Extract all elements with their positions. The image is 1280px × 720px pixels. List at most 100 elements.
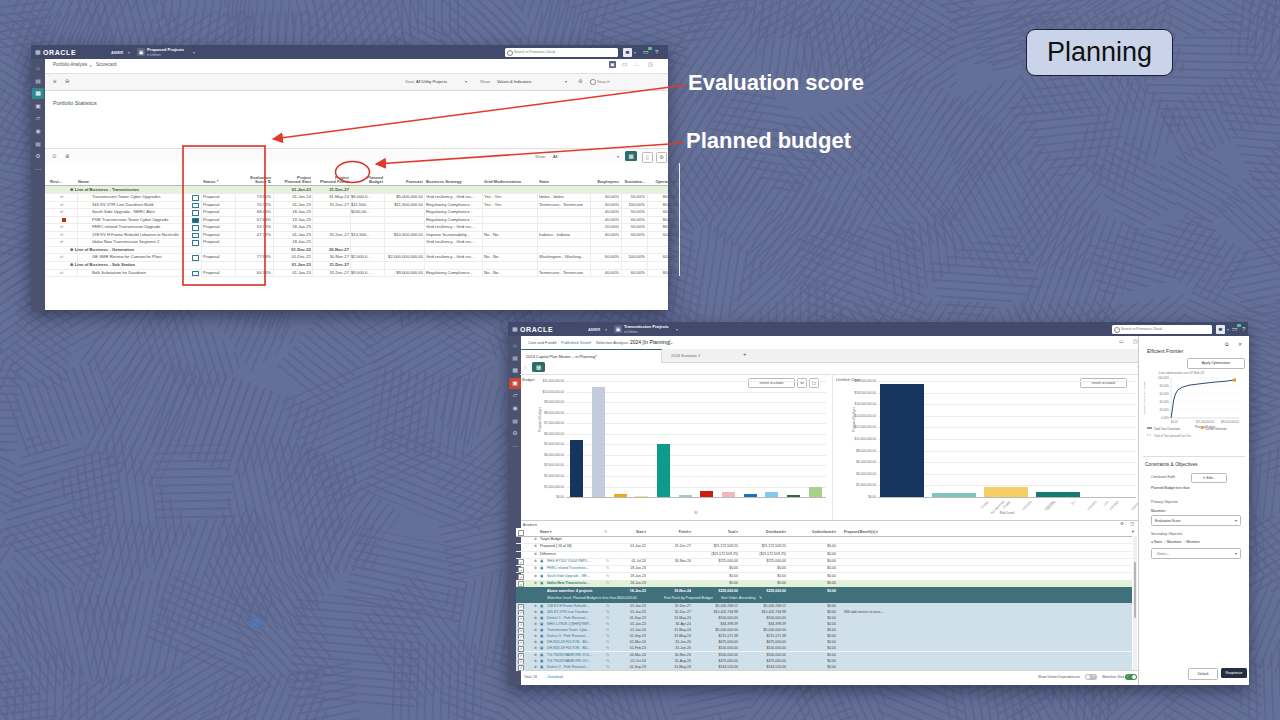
sidebar-item-reports[interactable]: ▤ (32, 139, 44, 150)
bar-IDOT021[interactable] (744, 494, 757, 497)
global-search-input[interactable]: Search in Primavera Cloud... (1112, 325, 1212, 334)
fullscreen-icon[interactable]: ◳ (648, 61, 653, 67)
actions-menu[interactable]: Actions ▾ (523, 523, 537, 527)
user-caret-icon[interactable]: ▾ (1227, 327, 1229, 332)
view-value[interactable]: All Utility Projects (416, 79, 447, 84)
waterline-toggle-on[interactable]: ✓ (1125, 674, 1137, 680)
breadcrumb-level2[interactable]: Published Views (561, 340, 590, 345)
project-name-link[interactable]: PGE Transmission Tower Cyber Upgrade (92, 216, 190, 224)
refresh-icon[interactable]: ○ (524, 364, 527, 370)
tab-active[interactable]: 2024 Capital Plan Master – in Planning* (521, 349, 662, 363)
project-name-link[interactable]: Idaho New Transmission Segment 2 (92, 238, 190, 246)
breadcrumb-level1[interactable]: Cost and Funds (528, 340, 556, 345)
tools-icon[interactable]: ⚙ (656, 152, 667, 163)
project-name-link[interactable]: Bulk Substation for Davidson (92, 269, 190, 277)
column-header-emp[interactable]: Employees (592, 180, 619, 185)
show-caret-icon[interactable]: ▾ (565, 79, 567, 84)
bar-Very Low[interactable] (932, 493, 976, 497)
select-all-checkbox[interactable] (518, 530, 524, 536)
bar-IDOT045[interactable] (700, 491, 713, 497)
sidebar-item-portfolios[interactable]: ▣ (32, 101, 44, 112)
show-value[interactable]: Values & Indicators (497, 79, 531, 84)
save-view-icon[interactable]: ⊎ (53, 78, 57, 84)
column-header-ops[interactable]: Operations (648, 180, 677, 185)
context-icon[interactable]: ▣ (614, 325, 622, 333)
bar-IDOT034[interactable] (765, 492, 778, 497)
region-selector[interactable]: AMER (111, 50, 123, 55)
table-row[interactable]: ⇄Bulk Substation for DavidsonProposal60.… (45, 269, 668, 278)
bar-IDOT100[interactable] (787, 495, 800, 497)
comment-icon[interactable]: ▭ (1119, 338, 1124, 344)
bar-TRM0A[interactable] (592, 387, 605, 497)
add-tab-button[interactable]: + (743, 351, 747, 357)
column-header-total[interactable]: Total ▾ (688, 530, 738, 534)
context-title[interactable]: Proposed Projects (147, 47, 184, 52)
sidebar-item-home[interactable]: ⌂ (32, 63, 44, 74)
bar-IDOT072[interactable] (614, 494, 627, 497)
column-header-status[interactable]: Status * (203, 180, 233, 185)
bar-TFI[interactable] (657, 444, 670, 497)
bookmark-icon[interactable]: ▣ (609, 61, 616, 68)
context-caret-icon[interactable]: ▾ (676, 327, 678, 332)
table-expand-icon[interactable]: ◳ (1130, 521, 1134, 526)
plan-title[interactable]: 2024 [In Planning] (630, 339, 670, 345)
breadcrumb-level3[interactable]: Selection Analysis (596, 340, 628, 345)
tab-scenario[interactable]: 2024 Scenario 1 (671, 353, 700, 358)
context-icon[interactable]: ▣ (137, 48, 145, 56)
copy-icon[interactable]: ▯ (642, 152, 653, 163)
column-header-forecast[interactable]: Forecast (383, 180, 423, 185)
app-grid-icon[interactable]: ▦ (512, 326, 518, 332)
breadcrumb-level2[interactable]: Scorecard (96, 62, 117, 67)
popout-icon[interactable]: ⧉ (1225, 341, 1229, 348)
edit-constraint-button[interactable]: ✎ Edit... (1191, 473, 1227, 483)
bar-TRM4A[interactable] (570, 440, 583, 497)
print-icon[interactable]: ⊖ (65, 78, 70, 84)
chart1-wrench-icon[interactable]: ⚙ (797, 378, 807, 388)
download-link[interactable]: ↓ Download (545, 675, 563, 679)
default-button[interactable]: Default (1188, 668, 1218, 680)
bar-Medium[interactable] (1036, 492, 1080, 497)
column-header-start[interactable]: Start ▾ (616, 530, 646, 534)
unmet-toggle-off[interactable]: ✕ (1085, 674, 1097, 680)
user-caret-icon[interactable]: ▾ (634, 50, 636, 55)
secondary-radios[interactable]: ● None ○ Maximize ○ Minimize (1151, 540, 1200, 544)
sidebar-item-files[interactable]: ▱ (32, 113, 44, 124)
bar-IDOT105[interactable] (809, 487, 822, 498)
context-caret-icon[interactable]: ▾ (193, 50, 195, 55)
table-scrollbar[interactable] (1133, 536, 1137, 670)
bar-Low[interactable] (984, 487, 1028, 497)
column-header-start[interactable]: Project Planned Start (276, 176, 311, 185)
sidebar-item-analytics[interactable]: ▦ (32, 88, 44, 99)
column-header-budget[interactable]: Planned Budget (351, 176, 383, 185)
bar-IDOT044[interactable] (722, 492, 735, 497)
breadcrumb-level1[interactable]: Portfolio Analysis (53, 62, 87, 67)
refresh-icon[interactable]: ⊕ (65, 153, 70, 159)
column-header-sus[interactable]: Sustaina... (622, 180, 645, 185)
column-header-strategy[interactable]: Business Strategy (426, 180, 481, 185)
project-name-link[interactable]: 345 KV XTR Line Davidson Build (92, 201, 190, 209)
secondary-objective-select[interactable]: --Select-- ▾ (1151, 548, 1241, 559)
sidebar-item-more[interactable]: ⋯ (32, 164, 44, 175)
grid-show-caret-icon[interactable]: ▾ (617, 154, 619, 159)
column-header-name[interactable]: Name ▾ (540, 530, 600, 534)
context-title[interactable]: Transmission Projects (624, 324, 669, 329)
column-header-devi[interactable]: Revi... (50, 180, 74, 185)
help-icon[interactable]: ? (1242, 325, 1245, 334)
grid-show-value[interactable]: All (553, 154, 557, 159)
table-search[interactable]: Search (597, 79, 610, 84)
project-name-link[interactable]: 138 KV H Frame Rebuild Lebanon to Nashvi… (92, 231, 190, 239)
help-icon[interactable]: ? (655, 48, 658, 57)
chart1-expand-icon[interactable]: ◳ (809, 378, 819, 388)
sidebar-item-workspaces[interactable]: ▤ (509, 353, 521, 364)
app-grid-icon[interactable]: ▦ (35, 49, 41, 55)
hierarchy-view-button[interactable]: ▦ (625, 151, 637, 161)
comment-icon[interactable]: ▭ (622, 61, 627, 67)
view-caret-icon[interactable]: ▾ (465, 79, 467, 84)
scrollbar-thumb[interactable] (1134, 562, 1137, 618)
revert-default-button-2[interactable]: Revert to Default (1080, 378, 1127, 388)
project-name-link[interactable]: Transmission Tower Cyber Upgrades (92, 193, 190, 201)
revert-default-button-1[interactable]: Revert to Default (748, 378, 795, 388)
table-wrench-icon[interactable]: ⚙ (1120, 521, 1124, 526)
reoptimize-button[interactable]: Reoptimize (1221, 668, 1247, 678)
apply-optimization-button[interactable]: Apply Optimization (1187, 358, 1245, 369)
